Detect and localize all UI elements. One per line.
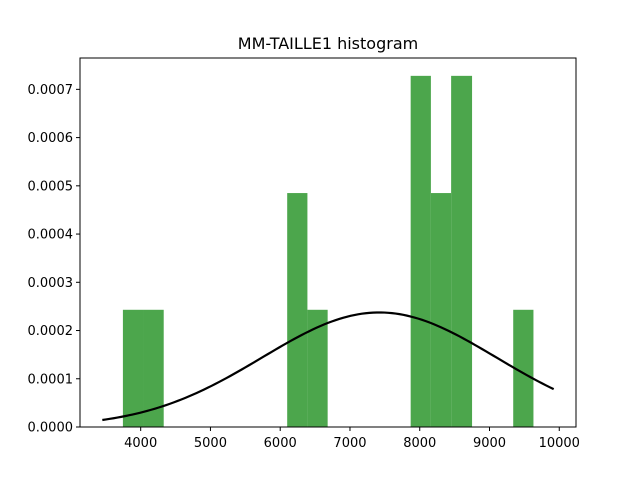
chart-title: MM-TAILLE1 histogram <box>238 34 418 53</box>
y-tick-label: 0.0005 <box>28 179 74 194</box>
x-tick-label: 8000 <box>403 436 436 451</box>
histogram-bar-1 <box>143 309 164 427</box>
y-axis-ticks: 0.0000 0.0001 0.0002 0.0003 0.0004 0.0005 0.00… <box>28 83 80 436</box>
y-tick-label: 0.0000 <box>28 421 74 436</box>
x-tick-label: 7000 <box>333 436 366 451</box>
y-tick-label: 0.0003 <box>28 276 74 291</box>
plot-frame <box>79 57 577 428</box>
histogram-bar-2 <box>287 193 308 427</box>
x-tick-label: 6000 <box>264 436 297 451</box>
x-tick-label: 5000 <box>194 436 227 451</box>
histogram-bar-6 <box>451 75 473 428</box>
histogram-bar-0 <box>122 309 144 427</box>
x-tick-label: 9000 <box>473 436 506 451</box>
histogram-bars <box>122 75 534 428</box>
y-tick-label: 0.0006 <box>28 131 74 146</box>
y-tick-label: 0.0001 <box>28 372 74 387</box>
histogram-bar-4 <box>410 75 431 428</box>
y-tick-label: 0.0004 <box>28 228 74 243</box>
normal-fit-curve <box>102 311 555 422</box>
y-tick-label: 0.0002 <box>28 324 74 339</box>
x-axis-ticks: 4000 5000 6000 7000 8000 9000 10000 <box>124 427 580 451</box>
y-tick-label: 0.0007 <box>28 83 74 98</box>
histogram-bar-7 <box>513 309 534 427</box>
x-tick-label: 10000 <box>539 436 580 451</box>
histogram-bar-3 <box>307 309 328 427</box>
x-tick-label: 4000 <box>124 436 157 451</box>
histogram-bar-5 <box>430 193 452 427</box>
